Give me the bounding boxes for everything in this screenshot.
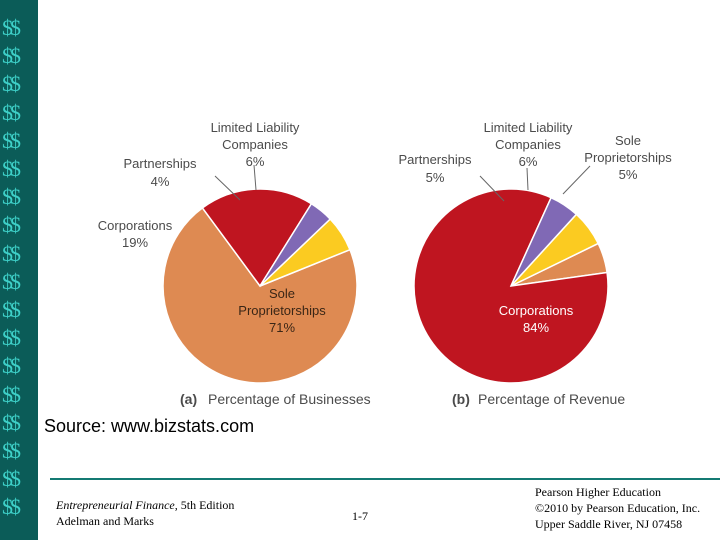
dollar-pattern-glyph: $$ [2,494,21,520]
pie-slice-limited-liability-companies-b [510,213,600,287]
dollar-sign-sidebar: $$ $$ $$ $$ $$ $$ $$ $$ $$ $$ $$ $$ $$ $$ $$ $$ $$ $$ [0,0,38,540]
leader-lines-a [214,164,257,201]
footer-publisher: Pearson Higher Education ©2010 by Pearso… [535,484,700,532]
llc-label-line1-a: Limited Liability [211,120,300,135]
leader-lines-b [479,165,591,202]
dollar-pattern-glyph: $$ [2,15,21,40]
chart-title-a: Percentage of Businesses [208,391,371,407]
dollar-pattern-glyph: $$ [2,438,21,463]
publisher-line1: Pearson Higher Education [535,485,661,499]
footer-authors: Adelman and Marks [56,514,154,528]
llc-label-line1-b: Limited Liability [484,120,573,135]
dollar-pattern-glyph: $$ [2,466,21,492]
llc-value-b: 6% [519,154,538,169]
dollar-pattern-glyph: $$ [2,240,21,266]
leader-line-partnerships-a [214,175,241,201]
panel-label-a: (a) [180,391,197,407]
leader-line-llc-b [526,167,529,191]
corporations-value-a: 19% [122,235,148,250]
pie-chart-businesses [162,188,358,384]
page-number: 1-7 [352,509,368,523]
pie-slice-sole-proprietorships-a [162,206,358,384]
sole-value-b: 5% [619,167,638,182]
corporations-value-b: 84% [523,320,549,335]
pie-chart-revenue [413,188,609,384]
publisher-line2: ©2010 by Pearson Education, Inc. [535,501,701,515]
sole-label-line2-b: Proprietorships [584,150,672,165]
publisher-line3: Upper Saddle River, NJ 07458 [535,517,683,531]
dollar-pattern-glyph: $$ [2,381,21,407]
llc-label-line2-b: Companies [495,137,561,152]
partnerships-label-a: Partnerships [124,156,197,171]
pie-slice-limited-liability-companies-a [259,218,351,287]
footer-edition: 5th Edition [177,498,235,512]
dollar-pattern-glyph: $$ [2,325,21,351]
source-citation: Source: www.bizstats.com [44,416,255,436]
partnerships-value-a: 4% [151,174,170,189]
footer-book-info: Entrepreneurial Finance, 5th Edition Ade… [56,497,234,529]
dollar-pattern-glyph: $$ [2,297,21,322]
partnerships-label-b: Partnerships [399,152,472,167]
footer-book-title: Entrepreneurial Finance, [56,498,178,512]
footer-divider [50,478,720,480]
sole-label-line1-a: Sole [269,286,295,301]
llc-value-a: 6% [246,154,265,169]
llc-label-line2-a: Companies [222,137,288,152]
dollar-pattern-glyph: $$ [2,99,21,125]
sole-value-a: 71% [269,320,295,335]
dollar-pattern-glyph: $$ [2,268,21,294]
corporations-label-b: Corporations [499,303,574,318]
pie-charts: Limited Liability Companies 6% Partnersh… [98,120,672,407]
leader-line-partnerships-b [479,175,505,202]
dollar-pattern-glyph: $$ [2,184,21,210]
dollar-pattern-glyph: $$ [2,43,21,69]
dollar-pattern-glyph: $$ [2,71,21,97]
dollar-pattern-glyph: $$ [2,353,21,379]
sole-label-line2-a: Proprietorships [238,303,326,318]
partnerships-value-b: 5% [426,170,445,185]
dollar-pattern-glyph: $$ [2,409,21,435]
chart-title-b: Percentage of Revenue [478,391,625,407]
leader-line-sole-b [562,165,591,195]
leader-line-llc-a [253,164,257,191]
dollar-pattern-glyph: $$ [2,156,21,181]
dollar-pattern-glyph: $$ [2,212,21,238]
dollar-pattern-glyph: $$ [2,127,21,153]
corporations-label-a: Corporations [98,218,173,233]
sole-label-line1-b: Sole [615,133,641,148]
panel-label-b: (b) [452,391,470,407]
